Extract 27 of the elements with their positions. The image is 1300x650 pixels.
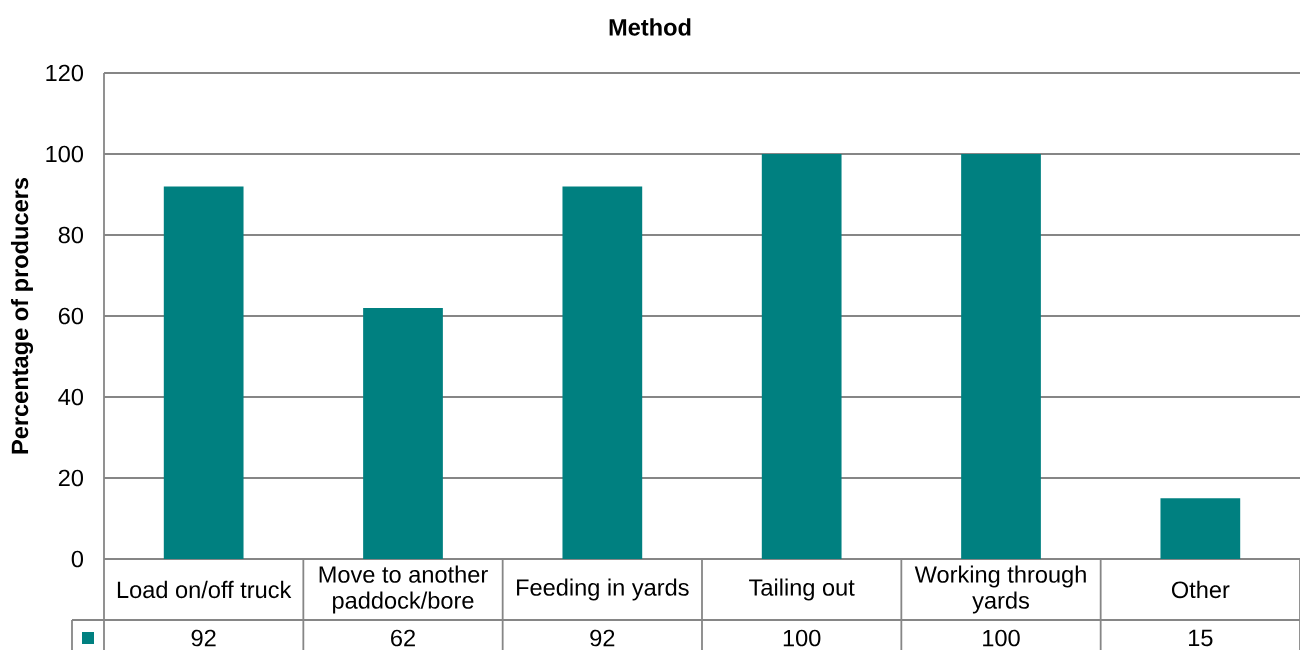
y-tick-label: 40 bbox=[58, 388, 84, 406]
y-tick-label: 120 bbox=[46, 64, 84, 82]
data-label: 62 bbox=[391, 629, 415, 647]
bar bbox=[562, 186, 643, 559]
x-tick-label: Tailing out bbox=[749, 578, 855, 601]
data-label: 92 bbox=[590, 629, 615, 647]
y-tick-label: 80 bbox=[58, 226, 84, 244]
data-label: 92 bbox=[191, 629, 216, 647]
data-label: 15 bbox=[1189, 629, 1213, 647]
y-tick-label: 0 bbox=[71, 550, 84, 568]
x-tick-label: Move to another paddock/bore bbox=[319, 565, 488, 614]
bar bbox=[961, 153, 1041, 559]
y-tick-label: 60 bbox=[58, 307, 84, 325]
data-label: 100 bbox=[983, 629, 1020, 647]
y-tick-label: 100 bbox=[46, 145, 84, 163]
bar bbox=[761, 153, 842, 559]
x-tick-label: Working through yards bbox=[914, 565, 1086, 614]
x-tick-label: Feeding in yards bbox=[517, 578, 689, 601]
bar bbox=[163, 186, 244, 559]
bar bbox=[363, 307, 443, 559]
y-axis-title: Percentage of producers bbox=[10, 177, 34, 454]
chart-title: Method bbox=[609, 18, 691, 36]
y-tick-label: 20 bbox=[58, 469, 84, 487]
x-tick-label: Other bbox=[1171, 580, 1230, 599]
data-label: 100 bbox=[783, 629, 821, 647]
bar bbox=[1160, 498, 1241, 559]
x-tick-label: Load on/off truck bbox=[117, 580, 292, 599]
